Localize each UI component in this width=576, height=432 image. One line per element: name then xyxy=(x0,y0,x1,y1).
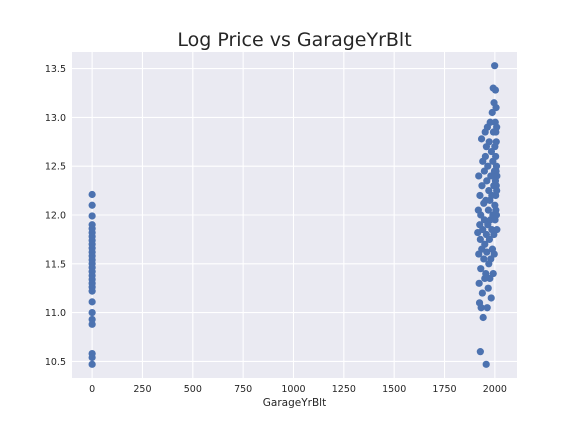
x-tick-label: 1250 xyxy=(332,384,356,395)
data-point xyxy=(483,304,491,312)
data-point xyxy=(492,138,500,146)
data-point xyxy=(88,320,96,328)
data-point xyxy=(480,255,488,263)
data-point xyxy=(493,186,501,195)
data-point xyxy=(490,250,498,258)
data-point xyxy=(484,284,492,292)
data-point xyxy=(88,287,96,295)
data-point xyxy=(483,177,491,185)
data-point xyxy=(485,235,494,244)
data-point xyxy=(479,313,487,322)
data-point xyxy=(475,279,483,287)
x-axis-label: GarageYrBlt xyxy=(263,397,326,409)
y-tick-label: 11.0 xyxy=(45,308,66,319)
x-tick-label: 500 xyxy=(184,384,202,395)
data-point xyxy=(478,182,486,190)
data-point xyxy=(482,269,490,278)
data-point xyxy=(482,360,490,368)
data-point xyxy=(483,248,491,256)
x-tick-labels: 0 250 500 750 1000 1250 1500 1750 2000 xyxy=(89,384,507,395)
data-point xyxy=(477,265,485,273)
x-tick-label: 250 xyxy=(133,384,151,395)
data-point xyxy=(88,353,96,362)
data-point xyxy=(475,172,483,180)
data-point xyxy=(476,348,484,356)
x-tick-label: 750 xyxy=(234,384,252,395)
data-point xyxy=(487,294,495,302)
x-tick-label: 1750 xyxy=(432,384,456,395)
data-point xyxy=(481,152,489,161)
data-points xyxy=(88,62,501,368)
data-point xyxy=(477,135,486,143)
y-tick-labels: 10.5 11.0 11.5 12.0 12.5 13.0 13.5 xyxy=(45,64,66,368)
data-point xyxy=(492,152,500,161)
x-tick-label: 1500 xyxy=(382,384,406,395)
data-point xyxy=(492,104,500,112)
data-point xyxy=(484,206,493,214)
data-point xyxy=(88,212,96,220)
x-tick-label: 0 xyxy=(89,384,95,395)
data-point xyxy=(486,118,494,126)
data-point xyxy=(478,289,486,297)
y-tick-label: 11.5 xyxy=(45,259,66,270)
grid xyxy=(72,52,517,378)
y-tick-label: 13.5 xyxy=(45,64,66,75)
data-point xyxy=(88,360,96,368)
y-tick-label: 12.5 xyxy=(45,162,66,173)
data-point xyxy=(493,172,501,180)
data-point xyxy=(476,191,484,200)
data-point xyxy=(88,309,96,317)
data-point xyxy=(476,235,484,244)
data-point xyxy=(481,240,489,248)
data-point xyxy=(491,86,500,94)
data-point xyxy=(489,269,497,278)
y-tick-label: 10.5 xyxy=(45,357,66,368)
x-tick-label: 2000 xyxy=(483,384,507,395)
chart-title: Log Price vs GarageYrBlt xyxy=(177,29,411,51)
data-point xyxy=(88,190,96,199)
data-point xyxy=(493,123,501,131)
x-tick-label: 1000 xyxy=(281,384,305,395)
data-point xyxy=(491,62,499,70)
data-point xyxy=(485,138,493,146)
data-point xyxy=(477,304,485,312)
y-tick-label: 12.0 xyxy=(45,211,66,222)
data-point xyxy=(88,201,96,209)
data-point xyxy=(88,298,96,306)
data-point xyxy=(493,226,501,234)
data-point xyxy=(484,162,492,170)
y-tick-label: 13.0 xyxy=(45,113,66,124)
data-point xyxy=(492,211,501,219)
data-point xyxy=(492,162,501,170)
data-point xyxy=(488,108,496,117)
